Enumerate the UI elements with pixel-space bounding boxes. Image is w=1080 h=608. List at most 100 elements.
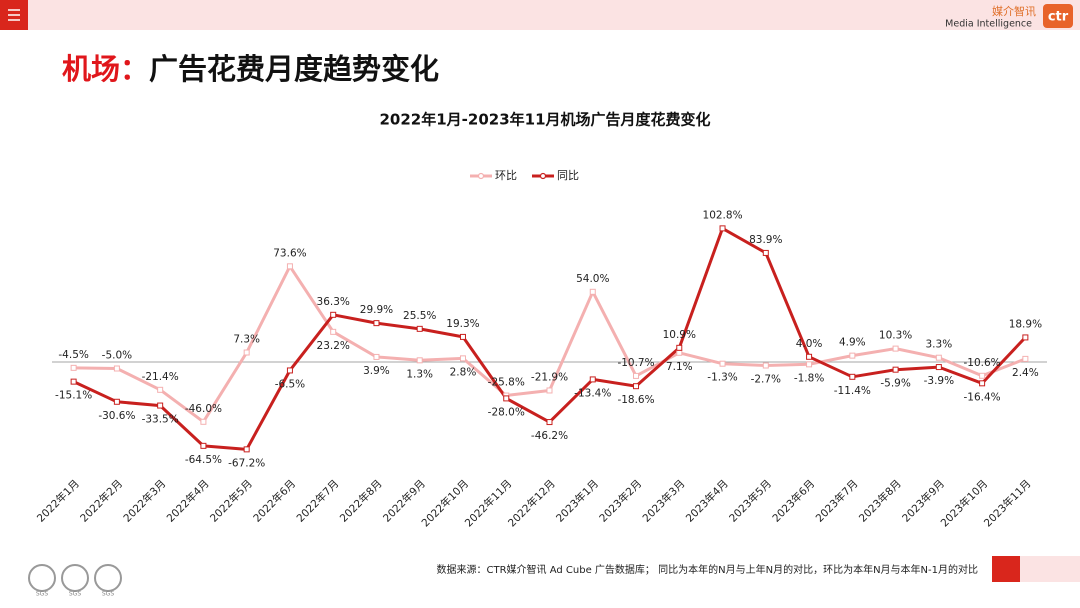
point-marker	[762, 362, 769, 369]
x-tick-label: 2022年12月	[505, 477, 557, 529]
logo-cn: 媒介智讯	[992, 4, 1036, 18]
data-label: 10.3%	[879, 330, 912, 342]
x-tick-label: 2023年7月	[813, 477, 861, 525]
point-marker	[979, 380, 986, 387]
point-marker	[633, 383, 640, 390]
data-label: 3.9%	[363, 365, 390, 377]
data-label: -16.4%	[964, 391, 1001, 403]
data-label: 83.9%	[749, 234, 782, 246]
point-marker	[676, 349, 683, 356]
point-marker	[286, 263, 293, 270]
data-label: -13.4%	[574, 387, 611, 399]
point-marker	[806, 361, 813, 368]
point-marker	[459, 333, 466, 340]
x-tick-label: 2023年2月	[597, 477, 645, 525]
x-tick-label: 2022年7月	[294, 477, 342, 525]
data-label: -21.9%	[531, 371, 568, 383]
page-title: 机场：广告花费月度趋势变化	[62, 52, 439, 86]
x-tick-label: 2022年4月	[164, 477, 212, 525]
data-label: 23.2%	[317, 340, 350, 352]
point-marker	[892, 366, 899, 373]
menu-icon	[8, 9, 20, 21]
point-marker	[373, 320, 380, 327]
data-label: 29.9%	[360, 304, 393, 316]
point-marker	[546, 387, 553, 394]
point-marker	[762, 249, 769, 256]
data-label: -33.5%	[142, 414, 179, 426]
data-label: -25.8%	[488, 377, 525, 389]
x-tick-label: 2023年8月	[856, 477, 904, 525]
data-label: -18.6%	[617, 394, 654, 406]
x-tick-label: 2023年5月	[726, 477, 774, 525]
point-marker	[676, 344, 683, 351]
legend-label: 同比	[557, 169, 579, 182]
point-marker	[589, 288, 596, 295]
x-tick-label: 2023年9月	[899, 477, 947, 525]
data-label: -64.5%	[185, 454, 222, 466]
point-marker	[979, 372, 986, 379]
data-label: -67.2%	[228, 457, 265, 469]
logo-box	[1043, 4, 1073, 28]
data-label: -30.6%	[98, 410, 135, 422]
point-marker	[113, 398, 120, 405]
point-marker	[286, 367, 293, 374]
plot: 环比 同比 -4.5% -5.0% -21.4% -46.0% 7.3% 73.6% 23.2%…	[34, 169, 1047, 529]
data-label: 7.3%	[233, 334, 260, 346]
point-marker	[200, 442, 207, 449]
data-label: 1.3%	[406, 368, 433, 380]
point-marker	[330, 328, 337, 335]
badge	[61, 564, 89, 592]
data-label: 10.9%	[663, 329, 696, 341]
data-label: 7.1%	[666, 361, 693, 373]
badges: SGS SGS SGS	[28, 564, 122, 598]
data-label: -4.5%	[58, 349, 88, 361]
point-marker	[849, 373, 856, 380]
point-marker	[459, 355, 466, 362]
point-marker	[416, 357, 423, 364]
x-tick-label: 2022年3月	[121, 477, 169, 525]
data-label: -10.7%	[617, 357, 654, 369]
data-label: -5.0%	[102, 350, 132, 362]
top-band	[0, 0, 1080, 30]
logo-mark: ctr	[1048, 10, 1069, 25]
footer-block	[992, 556, 1020, 582]
point-marker	[243, 446, 250, 453]
x-tick-label: 2023年3月	[640, 477, 688, 525]
point-marker	[113, 365, 120, 372]
point-marker	[849, 352, 856, 359]
data-label: -1.3%	[707, 372, 737, 384]
x-tick-label: 2023年11月	[981, 477, 1033, 529]
point-marker	[70, 364, 77, 371]
data-label: -11.4%	[834, 385, 871, 397]
point-marker	[330, 311, 337, 318]
series-line	[73, 264, 1026, 424]
data-label: 4.9%	[839, 337, 866, 349]
x-tick-label: 2022年1月	[34, 477, 82, 525]
data-label: 4.0%	[796, 338, 823, 350]
logo-en: Media Intelligence	[945, 19, 1032, 30]
x-tick-label: 2022年5月	[207, 477, 255, 525]
point-marker	[70, 378, 77, 385]
data-label: 19.3%	[446, 318, 479, 330]
point-marker	[1022, 334, 1029, 341]
badge	[28, 564, 56, 592]
data-label: -15.1%	[55, 390, 92, 402]
data-label: -3.9%	[924, 375, 954, 387]
point-marker	[719, 360, 726, 367]
chart-title: 2022年1月-2023年11月机场广告月度花费变化	[379, 111, 710, 129]
point-marker	[503, 395, 510, 402]
data-label: -6.5%	[275, 378, 305, 390]
x-tick-label: 2022年8月	[337, 477, 385, 525]
data-label: -2.7%	[751, 374, 781, 386]
title-accent: 机场：	[62, 52, 149, 86]
data-label: 36.3%	[317, 296, 350, 308]
point-marker	[200, 418, 207, 425]
point-marker	[243, 349, 250, 356]
data-label: 54.0%	[576, 273, 609, 285]
title-rest: 广告花费月度趋势变化	[149, 52, 439, 86]
legend-marker	[539, 172, 547, 180]
point-marker	[416, 325, 423, 332]
badge	[94, 564, 122, 592]
data-label: -1.8%	[794, 372, 824, 384]
